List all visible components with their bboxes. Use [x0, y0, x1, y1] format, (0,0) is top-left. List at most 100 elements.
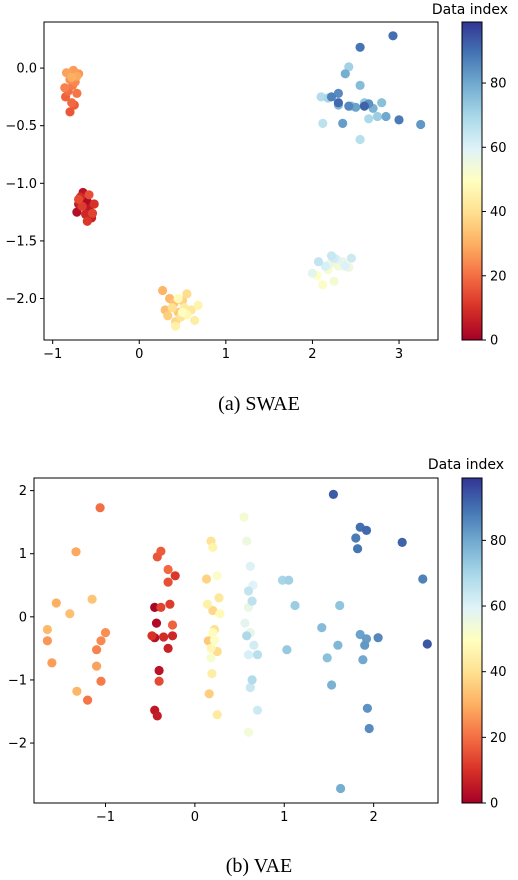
- scatter-point: [344, 62, 354, 72]
- scatter-point: [156, 546, 166, 556]
- scatter-point: [207, 669, 217, 679]
- scatter-point: [333, 88, 343, 98]
- scatter-point: [67, 72, 77, 82]
- x-tick-label: −1: [43, 347, 62, 362]
- scatter-points-b: [42, 489, 432, 794]
- scatter-point: [362, 703, 372, 713]
- colorbar-b: [461, 477, 483, 804]
- scatter-point: [316, 92, 326, 102]
- scatter-point: [243, 586, 254, 596]
- scatter-point: [206, 653, 216, 663]
- y-tick-label: 1: [19, 547, 27, 562]
- scatter-point: [307, 268, 317, 278]
- scatter-point: [318, 280, 328, 290]
- scatter-point: [327, 680, 337, 690]
- colorbar-tick-label: 60: [490, 141, 507, 156]
- scatter-point: [77, 201, 87, 211]
- scatter-point: [212, 571, 222, 581]
- colorbar-tick-label: 40: [490, 665, 507, 680]
- scatter-point: [351, 102, 361, 112]
- y-tick-label: 0: [19, 610, 27, 625]
- x-axis-b: −1 0 1 2: [96, 803, 378, 825]
- x-tick-label: 2: [308, 347, 316, 362]
- scatter-point: [353, 544, 363, 554]
- scatter-point: [346, 253, 356, 263]
- scatter-point: [95, 503, 105, 513]
- scatter-point: [328, 489, 338, 499]
- scatter-point: [338, 118, 348, 128]
- scatter-point: [360, 640, 370, 650]
- scatter-point: [81, 209, 91, 219]
- scatter-point: [151, 618, 162, 628]
- y-tick-label: −2.0: [5, 292, 37, 307]
- scatter-point: [201, 574, 212, 584]
- scatter-point: [159, 632, 169, 642]
- scatter-point: [171, 321, 181, 331]
- scatter-point: [84, 190, 94, 200]
- y-axis-a: −2.0 −1.5 −1.0 −0.5 0.0: [5, 62, 44, 307]
- colorbar-tick-label: 20: [490, 731, 507, 746]
- scatter-point: [83, 695, 93, 705]
- panel-vae: −1 0 1 2 −2 −1 0 1 2 Data index 0 20 40 60 80 (b) V…: [8, 457, 507, 877]
- scatter-point: [202, 599, 212, 609]
- scatter-point: [65, 107, 75, 117]
- scatter-point: [208, 542, 218, 553]
- scatter-point: [89, 199, 99, 209]
- scatter-point: [335, 600, 345, 611]
- scatter-point: [190, 315, 200, 325]
- x-tick-label: 2: [370, 810, 378, 825]
- x-tick-label: 1: [222, 347, 230, 362]
- scatter-point: [156, 602, 166, 613]
- scatter-point: [208, 628, 218, 638]
- scatter-point: [167, 303, 177, 313]
- scatter-point: [282, 645, 292, 655]
- scatter-point: [71, 547, 81, 557]
- scatter-point: [359, 101, 369, 111]
- scatter-point: [47, 658, 57, 668]
- scatter-point: [249, 640, 259, 650]
- scatter-point: [212, 710, 222, 720]
- scatter-point: [65, 609, 75, 619]
- scatter-point: [422, 639, 432, 649]
- scatter-point: [340, 261, 350, 271]
- scatter-point: [290, 600, 300, 611]
- scatter-point: [204, 689, 214, 699]
- x-tick-label: 1: [280, 810, 288, 825]
- scatter-point: [242, 536, 252, 546]
- colorbar-tick-label: 80: [490, 534, 507, 549]
- scatter-point: [333, 98, 343, 108]
- scatter-point: [418, 574, 428, 584]
- scatter-point: [318, 118, 328, 128]
- panel-swae: −1 0 1 2 3 −2.0 −1.5 −1.0 −0.5 0.0 Data index 0 2…: [5, 2, 508, 415]
- y-tick-label: 0.0: [16, 62, 37, 77]
- scatter-point: [355, 134, 365, 145]
- scatter-point: [245, 561, 255, 571]
- scatter-point: [154, 676, 164, 686]
- scatter-point: [394, 115, 404, 125]
- scatter-point: [322, 653, 332, 663]
- scatter-point: [87, 208, 98, 218]
- scatter-point: [42, 624, 53, 635]
- colorbar-a: [461, 21, 483, 341]
- colorbar-ticks-b: 0 20 40 60 80: [482, 534, 507, 812]
- colorbar-tick-label: 80: [490, 77, 507, 92]
- plot-frame-a: [43, 21, 439, 341]
- caption-b: (b) VAE: [226, 855, 292, 877]
- scatter-point: [361, 525, 372, 536]
- scatter-point: [182, 289, 192, 299]
- y-tick-label: −1.0: [5, 177, 37, 192]
- scatter-point: [154, 665, 164, 676]
- scatter-point: [317, 623, 327, 633]
- scatter-points-a: [60, 31, 426, 331]
- x-tick-label: 0: [135, 347, 143, 362]
- scatter-point: [388, 31, 398, 41]
- scatter-point: [245, 682, 255, 693]
- scatter-point: [42, 636, 53, 646]
- scatter-point: [214, 593, 224, 603]
- scatter-point: [355, 42, 365, 52]
- scatter-point: [74, 194, 84, 204]
- scatter-point: [340, 69, 350, 79]
- scatter-point: [87, 594, 97, 604]
- scatter-point: [364, 723, 374, 734]
